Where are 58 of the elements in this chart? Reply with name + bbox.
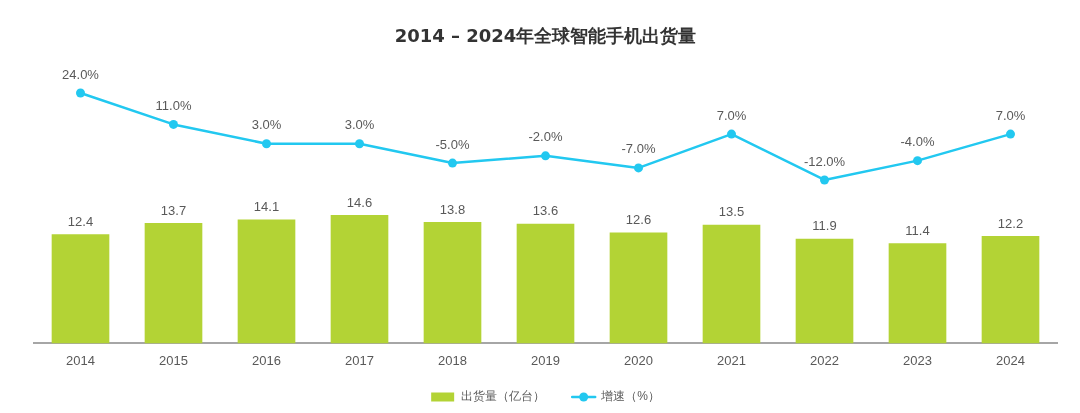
bar: [888, 243, 947, 344]
x-tick-label: 2024: [996, 352, 1025, 368]
point: [355, 139, 364, 149]
point: [169, 119, 178, 129]
point: [448, 158, 457, 168]
x-tick-label: 2022: [810, 352, 839, 368]
data-label: 11.4: [905, 222, 930, 238]
data-label: 7.0%: [716, 107, 747, 123]
data-label: 7.0%: [995, 107, 1026, 123]
bar: [330, 215, 389, 344]
data-label: -12.0%: [803, 153, 846, 169]
point: [634, 163, 643, 173]
data-label: 3.0%: [251, 117, 282, 133]
point: [913, 156, 922, 166]
data-label: 11.9: [812, 218, 837, 234]
data-label: -7.0%: [621, 141, 656, 157]
bar: [609, 232, 668, 344]
bar: [144, 222, 203, 344]
data-label: -4.0%: [900, 134, 935, 150]
x-tick-label: 2023: [903, 352, 932, 368]
data-label: 13.5: [718, 204, 745, 220]
chart-title: 2014 – 2024年全球智能手机出货量: [394, 24, 697, 46]
bar: [237, 219, 296, 344]
bar: [795, 238, 854, 344]
point: [727, 129, 736, 139]
legend-label: 出货量（亿台）: [461, 389, 546, 404]
x-tick-label: 2016: [252, 352, 281, 368]
point: [262, 139, 271, 149]
data-label: 14.1: [253, 199, 280, 214]
data-label: 13.6: [532, 203, 559, 219]
data-label: 24.0%: [62, 66, 100, 82]
point: [76, 88, 85, 98]
x-tick-label: 2021: [717, 352, 746, 368]
point: [541, 151, 550, 161]
data-label: -5.0%: [435, 136, 470, 152]
data-label: 12.4: [67, 213, 94, 229]
legend-label: 增速（%）: [600, 389, 660, 404]
point: [1006, 129, 1015, 139]
data-label: -2.0%: [528, 129, 563, 145]
x-tick-label: 2018: [438, 352, 467, 368]
x-tick-label: 2019: [531, 352, 560, 368]
bar: [702, 224, 761, 344]
data-label: 14.6: [346, 194, 373, 210]
bar: [423, 222, 482, 344]
data-label: 12.2: [997, 215, 1024, 231]
x-tick-label: 2015: [159, 352, 188, 368]
bar: [51, 234, 110, 344]
x-tick-label: 2014: [66, 352, 95, 368]
data-label: 13.8: [439, 201, 466, 217]
data-label: 11.0%: [155, 98, 192, 114]
data-label: 13.7: [160, 202, 187, 218]
x-tick-label: 2017: [345, 352, 374, 368]
x-tick-label: 2020: [624, 352, 653, 368]
bar: [981, 236, 1040, 344]
data-label: 12.6: [625, 212, 652, 228]
bar: [516, 223, 575, 344]
data-label: 3.0%: [344, 117, 375, 133]
point: [820, 175, 829, 185]
